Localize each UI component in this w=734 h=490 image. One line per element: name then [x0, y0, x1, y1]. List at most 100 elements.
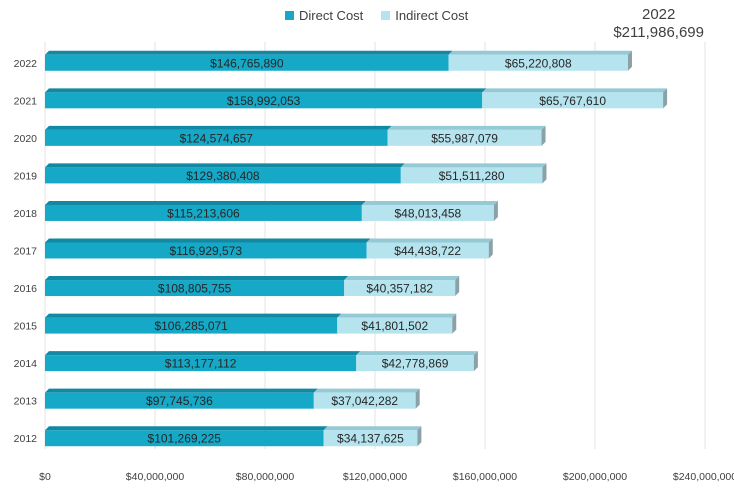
data-label-indirect: $51,511,280 — [439, 169, 505, 183]
data-label-direct: $97,745,736 — [146, 394, 213, 408]
legend-item-indirect[interactable]: Indirect Cost — [381, 8, 468, 23]
bar-side — [493, 200, 498, 221]
bar-direct-2014 — [45, 355, 357, 372]
data-label-indirect: $65,767,610 — [539, 94, 606, 108]
bar-indirect-2014 — [356, 355, 474, 372]
data-label-direct: $113,177,112 — [165, 357, 237, 371]
bar-side — [415, 388, 420, 409]
x-tick-label: $240,000,000 — [673, 471, 734, 483]
bar-indirect-2022 — [448, 54, 628, 71]
bar-top-direct — [45, 426, 328, 431]
bar-top-direct — [45, 50, 453, 55]
bar-direct-2020 — [45, 129, 388, 146]
legend: Direct Cost Indirect Cost — [285, 8, 468, 23]
x-tick-label: $200,000,000 — [563, 471, 627, 483]
legend-label-indirect: Indirect Cost — [395, 8, 469, 23]
bar-top-direct — [45, 238, 371, 243]
x-tick-label: $80,000,000 — [236, 471, 295, 483]
bar-top-direct — [45, 88, 487, 93]
data-label-direct: $108,805,755 — [158, 282, 232, 296]
bar-direct-2019 — [45, 167, 401, 184]
x-tick-label: $40,000,000 — [126, 471, 185, 483]
data-label-direct: $146,765,890 — [210, 56, 284, 70]
bar-indirect-2017 — [366, 242, 489, 259]
y-tick-label: 2019 — [14, 170, 38, 182]
bar-side — [541, 125, 546, 146]
bar-side — [473, 351, 478, 372]
bar-top-direct — [45, 200, 366, 205]
bar-direct-2016 — [45, 280, 345, 297]
bar-top-indirect — [337, 313, 457, 318]
bar-top-direct — [45, 276, 349, 281]
bar-indirect-2013 — [313, 392, 416, 409]
bar-side — [455, 276, 460, 297]
bar-top-indirect — [313, 388, 420, 393]
data-label-direct: $106,285,071 — [154, 319, 228, 333]
data-label-direct: $129,380,408 — [186, 169, 260, 183]
y-tick-label: 2012 — [14, 433, 38, 445]
bar-top-direct — [45, 313, 342, 318]
data-label-indirect: $48,013,458 — [394, 206, 461, 220]
y-tick-label: 2020 — [14, 133, 38, 145]
bar-top-direct — [45, 388, 318, 393]
legend-label-direct: Direct Cost — [299, 8, 364, 23]
data-label-indirect: $34,137,625 — [337, 432, 404, 446]
bar-side — [488, 238, 493, 259]
data-label-direct: $116,929,573 — [170, 244, 243, 258]
data-label-indirect: $55,987,079 — [431, 131, 498, 145]
legend-swatch-indirect — [381, 11, 391, 20]
legend-swatch-direct — [285, 11, 294, 20]
bar-top-indirect — [323, 426, 422, 431]
y-tick-label: 2017 — [14, 246, 38, 258]
bar-direct-2015 — [45, 317, 338, 334]
y-tick-label: 2021 — [14, 95, 38, 107]
y-tick-label: 2015 — [14, 321, 38, 333]
data-label-indirect: $37,042,282 — [331, 394, 398, 408]
bar-direct-2012 — [45, 430, 324, 447]
data-label-indirect: $44,438,722 — [394, 244, 461, 258]
bar-top-indirect — [356, 351, 478, 356]
bar-top-indirect — [400, 163, 547, 168]
y-tick-label: 2016 — [14, 283, 38, 295]
bar-side — [542, 163, 547, 184]
data-label-direct: $115,213,606 — [167, 206, 240, 220]
bar-top-indirect — [361, 200, 498, 205]
annotation-year: 2022 — [641, 6, 676, 23]
bar-indirect-2020 — [387, 129, 542, 146]
bar-indirect-2021 — [482, 92, 664, 109]
y-tick-label: 2022 — [14, 58, 38, 70]
bar-indirect-2015 — [337, 317, 453, 334]
data-label-indirect: $42,778,869 — [382, 357, 449, 371]
bar-indirect-2012 — [323, 430, 418, 447]
bar-top-indirect — [482, 88, 668, 93]
bar-indirect-2018 — [361, 204, 494, 221]
bar-direct-2018 — [45, 204, 362, 221]
data-label-indirect: $41,801,502 — [361, 319, 428, 333]
bar-direct-2017 — [45, 242, 367, 259]
data-label-indirect: $40,357,182 — [366, 282, 433, 296]
total-annotation: 2022 $211,986,699 — [613, 6, 704, 42]
bar-direct-2022 — [45, 54, 449, 71]
legend-item-direct[interactable]: Direct Cost — [285, 8, 363, 23]
y-tick-label: 2013 — [14, 396, 38, 408]
bar-top-direct — [45, 125, 392, 130]
bar-top-indirect — [387, 125, 546, 130]
y-tick-label: 2014 — [14, 358, 38, 370]
bar-indirect-2016 — [344, 280, 456, 297]
bar-top-direct — [45, 163, 405, 168]
x-tick-label: $120,000,000 — [343, 471, 407, 483]
bar-top-indirect — [344, 276, 460, 281]
bar-indirect-2019 — [400, 167, 543, 184]
data-label-direct: $101,269,225 — [148, 432, 222, 446]
bar-side — [417, 426, 422, 447]
x-tick-label: $0 — [39, 471, 51, 483]
bar-top-indirect — [366, 238, 493, 243]
bar-top-indirect — [448, 50, 632, 55]
data-label-direct: $158,992,053 — [227, 94, 301, 108]
bar-direct-2021 — [45, 92, 483, 109]
bar-side — [627, 50, 632, 71]
annotation-total: $211,986,699 — [613, 24, 704, 41]
bar-top-direct — [45, 351, 361, 356]
data-label-indirect: $65,220,808 — [505, 56, 572, 70]
